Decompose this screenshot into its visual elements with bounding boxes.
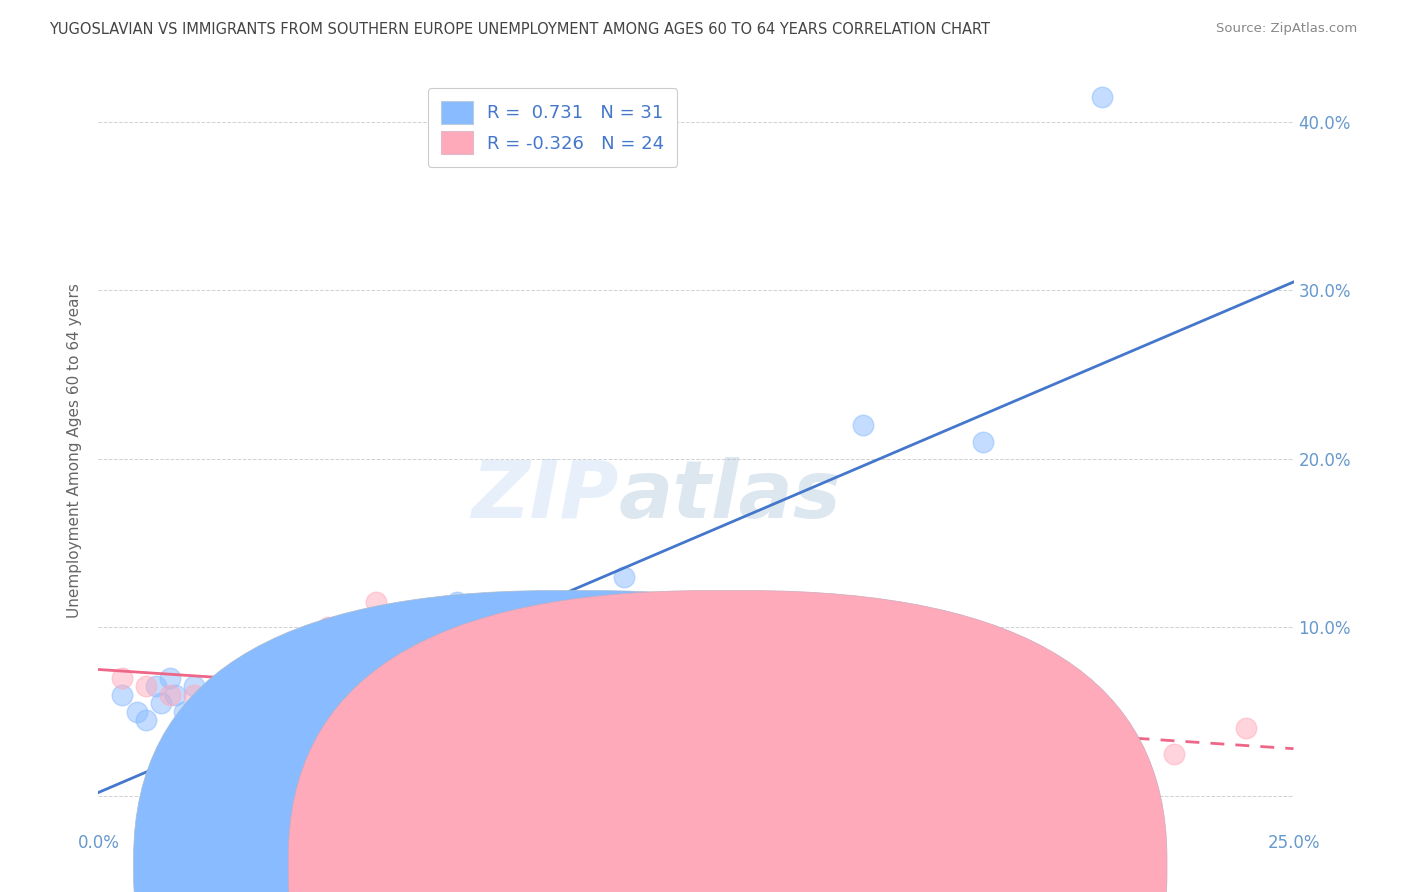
Point xyxy=(163,688,186,702)
Point xyxy=(316,663,339,677)
Point xyxy=(207,679,229,693)
Point xyxy=(685,679,707,693)
Point xyxy=(613,570,636,584)
Legend: R =  0.731   N = 31, R = -0.326   N = 24: R = 0.731 N = 31, R = -0.326 N = 24 xyxy=(427,88,678,167)
Point xyxy=(111,688,134,702)
Point xyxy=(111,671,134,685)
Point xyxy=(149,696,172,710)
Point xyxy=(135,679,157,693)
Point xyxy=(1163,747,1185,761)
Point xyxy=(446,671,468,685)
Point xyxy=(517,688,540,702)
Point xyxy=(398,620,420,634)
Point xyxy=(852,418,875,433)
Text: atlas: atlas xyxy=(619,457,841,535)
Text: ZIP: ZIP xyxy=(471,457,619,535)
Point xyxy=(924,747,946,761)
Point xyxy=(125,705,148,719)
Point xyxy=(159,671,181,685)
Point xyxy=(995,696,1018,710)
Point xyxy=(1091,89,1114,103)
Point xyxy=(221,739,243,753)
Point xyxy=(135,713,157,727)
Point xyxy=(254,671,277,685)
Text: Immigrants from Southern Europe: Immigrants from Southern Europe xyxy=(689,858,973,876)
Point xyxy=(733,663,755,677)
Point xyxy=(1091,739,1114,753)
Point xyxy=(709,620,731,634)
Text: Source: ZipAtlas.com: Source: ZipAtlas.com xyxy=(1216,22,1357,36)
Point xyxy=(240,679,263,693)
Point xyxy=(269,663,291,677)
Point xyxy=(288,663,311,677)
Point xyxy=(565,696,588,710)
Point xyxy=(231,688,253,702)
Point xyxy=(398,679,420,693)
Point xyxy=(336,637,359,651)
Point xyxy=(316,620,339,634)
Point xyxy=(364,646,387,660)
Point xyxy=(780,713,803,727)
Point xyxy=(565,654,588,668)
Text: YUGOSLAVIAN VS IMMIGRANTS FROM SOUTHERN EUROPE UNEMPLOYMENT AMONG AGES 60 TO 64 : YUGOSLAVIAN VS IMMIGRANTS FROM SOUTHERN … xyxy=(49,22,990,37)
Point xyxy=(470,722,492,736)
Point xyxy=(804,730,827,744)
Point xyxy=(183,688,205,702)
Point xyxy=(159,688,181,702)
Point xyxy=(972,435,994,450)
Point xyxy=(288,663,311,677)
Text: Yugoslavians: Yugoslavians xyxy=(554,858,661,876)
Point xyxy=(364,595,387,609)
Point xyxy=(613,654,636,668)
Point xyxy=(1234,722,1257,736)
Y-axis label: Unemployment Among Ages 60 to 64 years: Unemployment Among Ages 60 to 64 years xyxy=(66,283,82,618)
Point xyxy=(183,679,205,693)
Point xyxy=(193,722,215,736)
Point xyxy=(517,730,540,744)
Point xyxy=(173,705,195,719)
Point xyxy=(446,595,468,609)
Point xyxy=(852,696,875,710)
Point xyxy=(207,696,229,710)
Point xyxy=(145,679,167,693)
Point xyxy=(254,722,277,736)
Point xyxy=(231,696,253,710)
